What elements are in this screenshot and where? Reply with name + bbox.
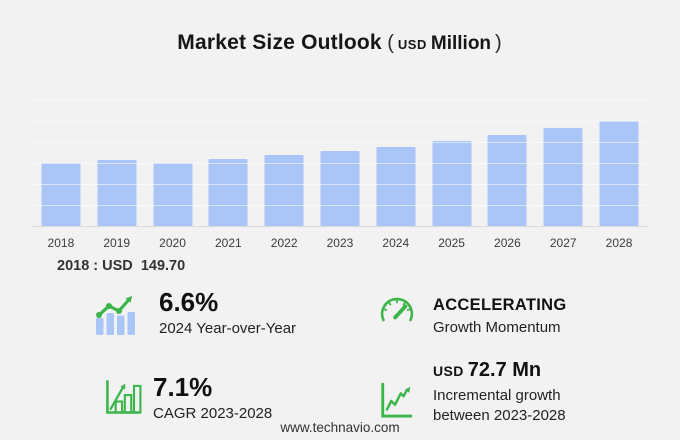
stat-incremental: USD 72.7 Mn Incremental growth between 20… — [433, 359, 611, 425]
x-axis-labels: 2018 2019 2020 2021 2022 2023 2024 2025 2026 2027… — [33, 236, 647, 250]
momentum-value: ACCELERATING — [433, 296, 567, 314]
incremental-currency: USD — [433, 363, 464, 379]
bar-slot-2018 — [33, 100, 89, 226]
x-tick-2025: 2025 — [438, 236, 465, 250]
title-close-paren: ) — [495, 32, 502, 54]
x-tick-2022: 2022 — [270, 236, 298, 250]
x-tick-2023: 2023 — [326, 236, 354, 250]
bar-2025 — [432, 141, 472, 226]
stat-momentum: ACCELERATING Growth Momentum — [433, 296, 566, 338]
title-currency: USD — [397, 37, 427, 52]
gridline — [33, 100, 647, 101]
incremental-amount: 72.7 Mn — [467, 359, 542, 381]
x-tick-2027: 2027 — [549, 236, 577, 250]
x-tick-2018: 2018 — [47, 236, 75, 250]
bar-slot-2026 — [480, 100, 536, 226]
gridline — [33, 184, 647, 185]
outlined-bar-growth-icon — [106, 380, 142, 414]
bar-2019 — [97, 159, 137, 226]
bar-series — [33, 100, 647, 226]
bar-slot-2027 — [535, 100, 591, 226]
bar-slot-2025 — [424, 100, 480, 226]
x-tick-2024: 2024 — [382, 236, 410, 250]
title-unit: Million — [430, 33, 492, 54]
x-tick-2021: 2021 — [214, 236, 242, 250]
x-tick-2026: 2026 — [494, 236, 521, 250]
bar-slot-2020 — [145, 100, 201, 226]
title-open-paren: ( — [387, 32, 394, 54]
bar-2018 — [41, 163, 81, 226]
bar-slot-2021 — [200, 100, 256, 226]
stat-yoy: 6.6% 2024 Year-over-Year — [159, 288, 296, 339]
momentum-label: Growth Momentum — [433, 319, 561, 336]
bar-slot-2019 — [89, 100, 145, 226]
bar-2022 — [264, 155, 304, 226]
x-tick-2028: 2028 — [605, 236, 633, 250]
yoy-label: 2024 Year-over-Year — [159, 320, 297, 337]
bar-2020 — [153, 163, 193, 226]
x-tick-2019: 2019 — [103, 236, 131, 250]
x-tick-2020: 2020 — [159, 236, 186, 250]
bar-2026 — [487, 135, 527, 226]
bar-2021 — [208, 159, 248, 226]
incremental-value: USD 72.7 Mn — [433, 359, 611, 383]
bar-2028 — [599, 120, 639, 226]
website-url: www.technavio.com — [280, 420, 400, 435]
gridline — [33, 163, 647, 164]
title-text: Market Size Outlook — [177, 31, 382, 54]
yoy-value: 6.6% — [159, 287, 219, 317]
speedometer-icon — [380, 297, 414, 322]
bar-slot-2024 — [368, 100, 424, 226]
bar-chart-plot — [33, 100, 647, 227]
gridline — [33, 205, 647, 206]
cagr-value: 7.1% — [153, 372, 213, 402]
gridline — [33, 142, 647, 143]
chart-title: Market Size Outlook (USD Million) — [0, 31, 680, 55]
base-year-value: 2018 : USD 149.70 — [57, 258, 186, 274]
line-chart-growth-icon — [381, 382, 413, 418]
bar-slot-2028 — [591, 100, 647, 226]
bar-slot-2022 — [256, 100, 312, 226]
bar-2027 — [543, 128, 583, 226]
bar-2024 — [376, 146, 416, 226]
stat-cagr: 7.1% CAGR 2023-2028 — [153, 373, 272, 424]
gridline — [33, 121, 647, 122]
cagr-label: CAGR 2023-2028 — [153, 405, 273, 422]
bar-line-growth-icon — [96, 296, 135, 335]
incremental-label: Incremental growth between 2023-2028 — [433, 387, 566, 424]
x-axis-line — [33, 226, 647, 227]
